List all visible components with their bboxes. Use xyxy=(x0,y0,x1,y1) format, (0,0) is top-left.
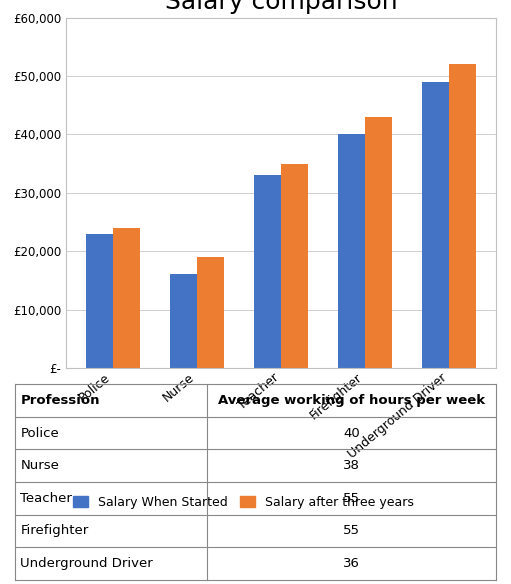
Text: Nurse: Nurse xyxy=(20,459,59,472)
Text: Teacher: Teacher xyxy=(20,492,73,505)
Text: Firefighter: Firefighter xyxy=(20,524,89,537)
Bar xyxy=(422,82,449,368)
Legend: Salary When Started, Salary after three years: Salary When Started, Salary after three … xyxy=(73,496,414,509)
Bar xyxy=(365,117,392,368)
Text: 40: 40 xyxy=(343,427,360,440)
Bar xyxy=(338,134,365,368)
Text: Profession: Profession xyxy=(20,394,100,407)
Bar xyxy=(254,175,281,368)
Text: 38: 38 xyxy=(343,459,360,472)
Bar xyxy=(113,228,140,368)
Bar xyxy=(449,64,476,368)
Text: Average working of hours per week: Average working of hours per week xyxy=(218,394,485,407)
Title: Salary comparison: Salary comparison xyxy=(165,0,398,14)
Text: Underground Driver: Underground Driver xyxy=(20,557,153,570)
Text: 55: 55 xyxy=(343,492,360,505)
Bar xyxy=(197,257,224,368)
Text: Police: Police xyxy=(20,427,59,440)
Text: 55: 55 xyxy=(343,524,360,537)
Bar xyxy=(281,164,308,368)
Bar xyxy=(86,234,113,368)
Text: 36: 36 xyxy=(343,557,360,570)
Bar xyxy=(170,274,197,368)
